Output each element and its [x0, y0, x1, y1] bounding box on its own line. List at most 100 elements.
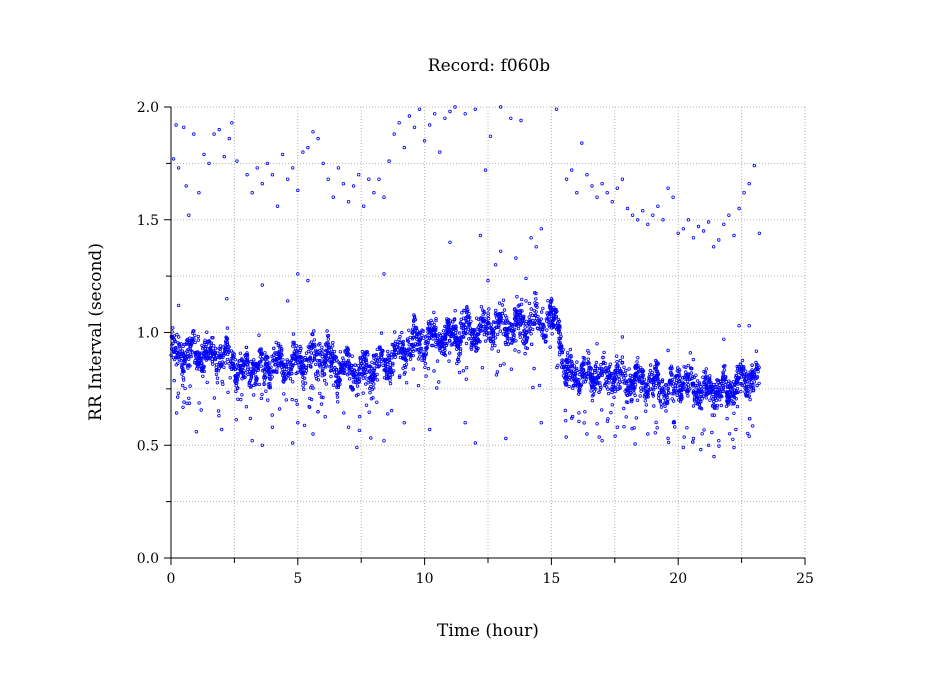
rr-point	[273, 370, 277, 374]
rr-point	[691, 382, 695, 386]
rr-point	[743, 390, 747, 394]
rr-point	[717, 444, 721, 448]
rr-point	[587, 361, 591, 365]
rr-point	[335, 358, 339, 362]
rr-point	[719, 394, 723, 398]
rr-outlier-point	[686, 218, 690, 222]
rr-point	[208, 342, 212, 346]
rr-point	[620, 380, 625, 384]
rr-point	[258, 360, 262, 364]
rr-point	[550, 309, 554, 313]
rr-point	[481, 308, 485, 312]
rr-point	[316, 378, 320, 382]
rr-outlier-point	[341, 181, 346, 186]
rr-point	[437, 347, 442, 351]
rr-point	[464, 377, 468, 381]
rr-point	[612, 395, 616, 400]
rr-point	[372, 382, 376, 386]
rr-point	[240, 357, 244, 361]
rr-outlier-point	[184, 184, 188, 188]
rr-point	[697, 402, 702, 407]
rr-point	[655, 369, 660, 373]
rr-point	[288, 377, 293, 381]
x-tick-label: 25	[796, 571, 814, 587]
rr-point	[512, 323, 517, 327]
rr-point	[195, 365, 200, 369]
rr-outlier-point	[691, 236, 696, 240]
rr-point	[329, 364, 334, 368]
rr-outlier-point	[392, 132, 396, 136]
rr-point	[624, 368, 628, 373]
rr-point	[694, 401, 698, 405]
rr-point	[521, 339, 525, 343]
rr-outlier-point	[265, 161, 270, 166]
rr-point	[678, 392, 682, 396]
rr-point	[280, 348, 284, 353]
rr-point	[357, 428, 362, 433]
rr-outlier-point	[610, 199, 614, 204]
rr-point	[718, 392, 723, 396]
rr-point	[509, 367, 514, 371]
rr-point	[180, 383, 185, 388]
rr-outlier-point	[564, 177, 569, 181]
rr-point	[547, 320, 551, 325]
rr-point	[495, 370, 500, 374]
rr-point	[633, 373, 637, 377]
rr-point	[317, 363, 322, 367]
rr-point	[275, 370, 279, 375]
rr-point	[502, 308, 507, 312]
rr-point	[386, 353, 390, 357]
rr-point	[730, 385, 735, 389]
rr-point	[734, 378, 739, 382]
rr-point	[443, 337, 447, 341]
rr-point	[257, 333, 261, 337]
rr-point	[512, 335, 516, 340]
rr-point	[681, 376, 685, 380]
rr-point	[186, 366, 190, 370]
rr-point	[625, 380, 629, 384]
rr-point	[538, 320, 542, 324]
rr-point	[204, 358, 209, 362]
rr-point	[725, 385, 730, 389]
rr-point	[586, 361, 590, 365]
rr-point	[668, 366, 672, 371]
rr-point	[654, 377, 658, 381]
rr-point	[245, 353, 250, 357]
rr-outlier-point	[600, 439, 604, 443]
y-tick-label: 0.5	[137, 438, 159, 454]
rr-point	[657, 393, 661, 397]
rr-point	[682, 387, 686, 391]
rr-point	[534, 297, 538, 301]
rr-point	[478, 317, 483, 321]
y-axis-label: RR Interval (second)	[86, 243, 106, 421]
rr-point	[294, 361, 298, 366]
rr-point	[281, 358, 285, 362]
rr-point	[496, 324, 501, 328]
rr-point	[411, 353, 415, 358]
rr-point	[373, 353, 377, 358]
rr-point	[434, 328, 438, 332]
rr-point	[335, 385, 339, 389]
rr-point	[335, 395, 340, 399]
rr-outlier-point	[742, 190, 746, 195]
rr-point	[555, 365, 559, 370]
rr-point	[723, 382, 727, 387]
rr-point	[666, 390, 671, 395]
rr-outlier-point	[448, 109, 452, 114]
rr-outlier-point	[717, 439, 721, 443]
rr-point	[504, 333, 508, 337]
rr-point	[360, 349, 365, 354]
rr-point	[284, 364, 288, 369]
rr-point	[543, 340, 548, 344]
rr-point	[443, 335, 447, 340]
rr-point	[696, 388, 700, 393]
rr-point	[320, 374, 324, 378]
rr-point	[361, 368, 365, 372]
rr-point	[586, 369, 591, 373]
rr-point	[564, 383, 568, 387]
rr-point	[287, 371, 291, 375]
rr-point	[505, 319, 510, 323]
rr-outlier-point	[176, 303, 181, 308]
rr-point	[397, 375, 402, 380]
rr-point	[322, 378, 327, 383]
